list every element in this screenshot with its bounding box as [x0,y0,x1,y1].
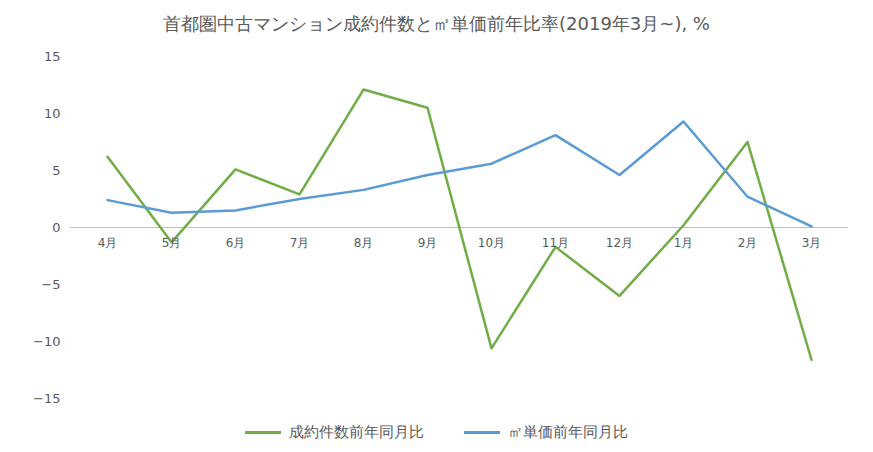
svg-text:7月: 7月 [290,236,310,250]
svg-text:12月: 12月 [606,236,633,250]
svg-text:11月: 11月 [542,236,569,250]
svg-text:15: 15 [44,49,61,64]
svg-text:10: 10 [44,106,61,121]
html-text:首都圏中古マンション成約件数と㎡単価前年比率(2019年3月: 首都圏中古マンション成約件数と㎡単価前年比率(2019年3月~), % [163,13,710,34]
svg-text:6月: 6月 [226,236,246,250]
svg-text:5: 5 [52,163,60,178]
svg-text:5月: 5月 [162,236,182,250]
html-text:成約件数前年同月比: 成約件数前年同月比 [289,422,424,441]
svg-text:−15: −15 [33,391,60,406]
html-text:㎡単価前年同月比: ㎡単価前年同月比 [508,422,628,441]
svg-text:2月: 2月 [738,236,758,250]
svg-text:1月: 1月 [674,236,694,250]
svg-text:−5: −5 [41,277,60,292]
svg-text:0: 0 [52,220,60,235]
svg-text:4月: 4月 [98,236,118,250]
svg-text:9月: 9月 [418,236,438,250]
svg-text:10月: 10月 [478,236,505,250]
svg-text:3月: 3月 [802,236,822,250]
svg-text:8月: 8月 [354,236,374,250]
svg-text:−10: −10 [33,334,60,349]
